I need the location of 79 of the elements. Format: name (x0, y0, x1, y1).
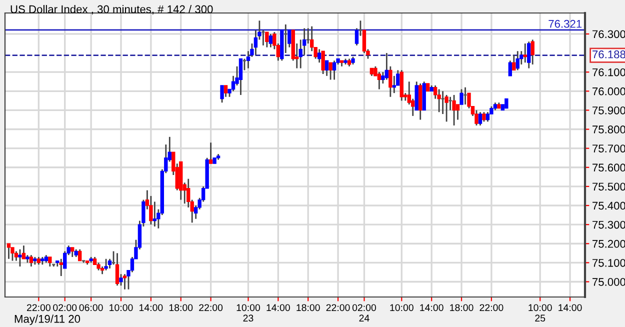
y-tick-label: 75.300 (592, 220, 625, 229)
candlestick (328, 62, 332, 80)
x-tick-label: 14:00 (420, 304, 444, 312)
candlestick (516, 50, 520, 71)
candlestick (18, 248, 22, 268)
candlestick (478, 111, 482, 126)
y-tick-label: 76.300 (592, 30, 625, 38)
candlestick (508, 60, 512, 77)
x-tick-label: 02:00 24 (352, 304, 376, 322)
candlestick (504, 98, 508, 109)
candlestick (321, 50, 325, 75)
x-tick-label: 22:00 (199, 304, 223, 312)
x-tick-label: 22:00 (480, 304, 504, 312)
x-tick-label: 18:00 (169, 304, 193, 312)
x-tick-label: 06:00 (79, 304, 103, 312)
x-tick-label: 10:00 (110, 304, 133, 312)
candlestick (224, 84, 228, 98)
candlestick (115, 252, 120, 286)
x-tick-label: 14:00 (558, 304, 582, 312)
x-tick-label: 22:00 (326, 304, 350, 312)
chart-title: US Dollar Index , 30 minutes, # 142 / 300 (10, 5, 213, 14)
candlestick (70, 246, 74, 258)
candlestick (220, 84, 224, 104)
y-tick-label: 75.800 (592, 126, 625, 134)
candlestick (268, 33, 273, 48)
candlestick (392, 75, 396, 94)
candlestick (332, 60, 336, 80)
candlestick (122, 273, 127, 290)
candlestick (530, 38, 534, 66)
y-tick-label: 75.400 (592, 202, 625, 210)
y-tick-label: 76.100 (592, 68, 625, 76)
candlestick (238, 58, 243, 96)
y-tick-label: 75.200 (592, 240, 625, 248)
candlestick (512, 54, 516, 71)
x-tick-label: 10:00 (390, 304, 414, 312)
y-tick-label: 76.000 (592, 87, 625, 96)
candlestick (523, 42, 527, 64)
x-tick-label: 14:00 (266, 304, 290, 312)
y-tick-label: 75.000 (592, 278, 625, 286)
candlestick (104, 258, 108, 272)
candlestick (59, 258, 63, 277)
y-tick-label: 75.900 (592, 106, 625, 114)
candlestick (152, 201, 157, 228)
ref-line-label: 76.188 (592, 50, 625, 58)
x-tick-label: 10:00 23 (236, 304, 260, 322)
y-tick-label: 75.100 (592, 258, 625, 267)
y-tick-label: 75.500 (592, 182, 625, 191)
candlestick (452, 94, 456, 126)
candlestick (317, 48, 322, 64)
candlestick (456, 104, 460, 120)
candlestick (119, 273, 123, 286)
candlestick (384, 52, 389, 80)
x-tick-label: 14:00 (140, 304, 163, 312)
x-tick-label: 18:00 (296, 304, 320, 312)
text: May/19/11 20 (14, 314, 80, 325)
candlestick (261, 29, 266, 46)
candlestick (208, 142, 213, 164)
candlestick (486, 111, 490, 122)
candlestick (440, 90, 445, 115)
candlestick (78, 248, 82, 262)
candlestick (437, 88, 441, 113)
candlestick (265, 31, 269, 48)
x-tick-label: 02:00 (53, 304, 77, 312)
candlestick (460, 88, 464, 106)
candlestick (29, 254, 34, 268)
candlestick (48, 256, 52, 268)
candlestick (377, 71, 382, 90)
x-tick-label: 10:00 25 (528, 304, 552, 322)
candlestick (527, 40, 531, 69)
candlestick (482, 111, 486, 122)
candlestick (324, 60, 329, 77)
x-tick-label: 22:00 (27, 304, 50, 312)
candlestick (444, 94, 448, 122)
ref-line-label: 76.321 (548, 20, 582, 28)
y-tick-label: 75.700 (592, 144, 625, 152)
candlestick (474, 110, 478, 126)
y-tick-label: 75.600 (592, 164, 625, 172)
x-tick-label: 18:00 (450, 304, 474, 312)
candlestick (10, 246, 14, 262)
